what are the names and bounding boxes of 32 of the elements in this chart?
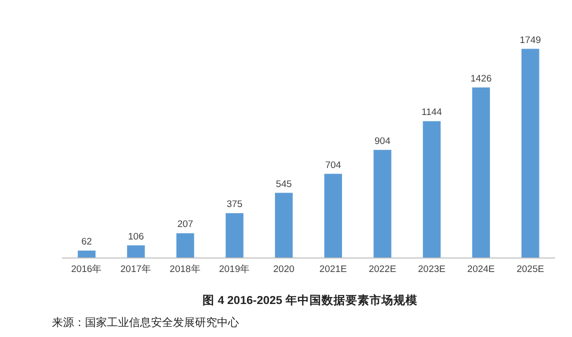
x-tick-label: 2025E <box>516 264 544 275</box>
data-label: 106 <box>128 231 144 242</box>
text: 图 4 2016-2025 年中国数据要素市场规模 <box>202 293 418 307</box>
data-label: 62 <box>81 236 92 248</box>
x-tick-label: 2016年 <box>71 263 102 275</box>
x-tick-label: 2017年 <box>120 263 152 275</box>
data-label: 207 <box>177 219 194 230</box>
x-tick-label: 2021E <box>319 264 347 275</box>
bar <box>226 213 244 258</box>
bar <box>374 150 392 258</box>
x-tick-label: 2022E <box>368 264 396 275</box>
bar <box>422 121 441 258</box>
bar <box>324 174 342 258</box>
bar <box>176 233 194 258</box>
data-label: 704 <box>325 160 342 171</box>
bar <box>521 48 540 258</box>
data-label: 904 <box>374 136 390 147</box>
data-label: 1426 <box>470 73 492 84</box>
bar <box>127 245 145 258</box>
x-tick-label: 2019年 <box>218 263 250 275</box>
data-label: 1144 <box>422 107 442 118</box>
bar <box>274 192 293 258</box>
bar <box>472 87 490 258</box>
source-note: 来源：国家工业信息安全发展研究中心 <box>52 316 239 329</box>
x-tick-label: 2020 <box>273 264 294 275</box>
data-label: 1749 <box>520 34 541 46</box>
x-tick-label: 2024E <box>467 264 495 275</box>
x-tick-label: 2023E <box>418 264 446 275</box>
data-label: 545 <box>276 178 292 190</box>
x-tick-label: 2018年 <box>170 263 201 275</box>
data-label: 375 <box>226 199 242 210</box>
bar <box>78 250 96 258</box>
